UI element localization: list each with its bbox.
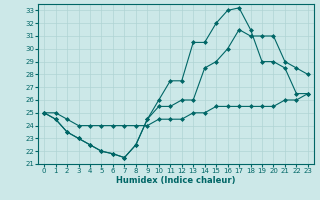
X-axis label: Humidex (Indice chaleur): Humidex (Indice chaleur) (116, 176, 236, 185)
